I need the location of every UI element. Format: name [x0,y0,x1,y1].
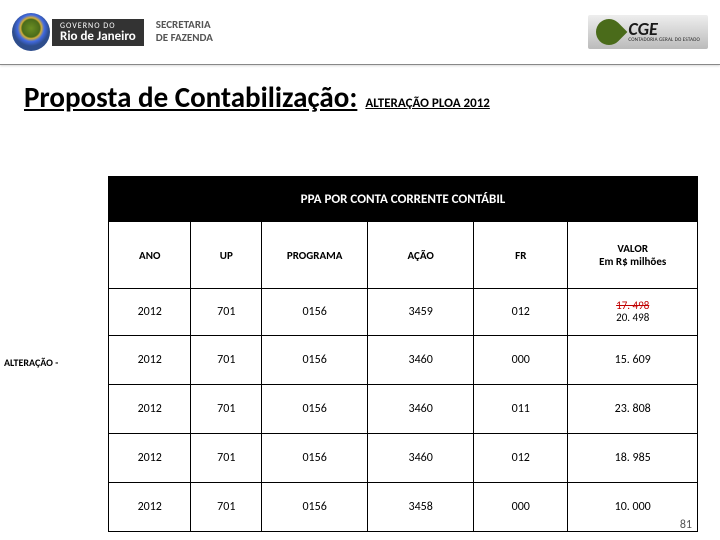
col-acao: AÇÃO [368,222,474,289]
cell-programa: 0156 [262,336,368,385]
cell-valor: 18. 985 [568,434,698,483]
cell-programa: 0156 [262,434,368,483]
valor-new: 20. 498 [568,312,697,324]
cell-programa: 0156 [262,289,368,336]
cell-up: 701 [191,289,262,336]
cell-ano: 2012 [109,434,191,483]
table-row: 2012 701 0156 3460 000 15. 609 [109,336,698,385]
cell-programa: 0156 [262,483,368,532]
page-title: Proposta de Contabilização: [24,79,357,115]
cge-small: CONTADORIA GERAL DO ESTADO [628,37,700,43]
cell-up: 701 [191,434,262,483]
table-caption: PPA POR CONTA CORRENTE CONTÁBIL [109,177,698,222]
valor-l1: VALOR [617,242,648,255]
ppa-table-wrap: PPA POR CONTA CORRENTE CONTÁBIL ANO UP P… [108,176,698,532]
title-row: Proposta de Contabilização: ALTERAÇÃO PL… [0,65,720,115]
cell-up: 701 [191,385,262,434]
col-fr: FR [474,222,568,289]
cell-fr: 011 [474,385,568,434]
table-row: 2012 701 0156 3459 012 17. 498 20. 498 [109,289,698,336]
side-label: ALTERAÇÃO - [4,356,58,369]
cell-valor: 10. 000 [568,483,698,532]
cell-ano: 2012 [109,289,191,336]
header-bar: GOVERNO DO Rio de Janeiro SECRETARIA DE … [0,0,720,65]
cell-fr: 000 [474,483,568,532]
cge-leaf-icon [591,14,628,51]
cell-fr: 012 [474,434,568,483]
cell-acao: 3458 [368,483,474,532]
cge-big: CGE [628,21,700,37]
cell-ano: 2012 [109,336,191,385]
cell-up: 701 [191,483,262,532]
cell-fr: 012 [474,289,568,336]
cell-acao: 3460 [368,385,474,434]
gov-label: GOVERNO DO Rio de Janeiro [52,19,144,46]
ppa-table: PPA POR CONTA CORRENTE CONTÁBIL ANO UP P… [108,176,698,532]
cell-acao: 3460 [368,434,474,483]
secretaria-label: SECRETARIA DE FAZENDA [156,19,213,44]
cell-up: 701 [191,336,262,385]
col-up: UP [191,222,262,289]
gov-logo-block: GOVERNO DO Rio de Janeiro [12,13,144,51]
page-number: 81 [680,518,692,532]
cell-acao: 3460 [368,336,474,385]
cell-valor: 15. 609 [568,336,698,385]
sec-line2: DE FAZENDA [156,32,213,45]
col-programa: PROGRAMA [262,222,368,289]
cell-acao: 3459 [368,289,474,336]
cell-fr: 000 [474,336,568,385]
table-row: 2012 701 0156 3458 000 10. 000 [109,483,698,532]
cell-programa: 0156 [262,385,368,434]
table-row: 2012 701 0156 3460 012 18. 985 [109,434,698,483]
cell-valor: 23. 808 [568,385,698,434]
table-row: 2012 701 0156 3460 011 23. 808 [109,385,698,434]
cell-valor: 17. 498 20. 498 [568,289,698,336]
col-ano: ANO [109,222,191,289]
cell-ano: 2012 [109,385,191,434]
coat-of-arms-icon [12,13,50,51]
cell-ano: 2012 [109,483,191,532]
cge-logo-block: CGE CONTADORIA GERAL DO ESTADO [588,15,708,49]
page-subtitle: ALTERAÇÃO PLOA 2012 [365,96,490,111]
col-valor: VALOR Em R$ milhões [568,222,698,289]
gov-label-big: Rio de Janeiro [60,30,136,43]
valor-l2: Em R$ milhões [599,255,666,268]
